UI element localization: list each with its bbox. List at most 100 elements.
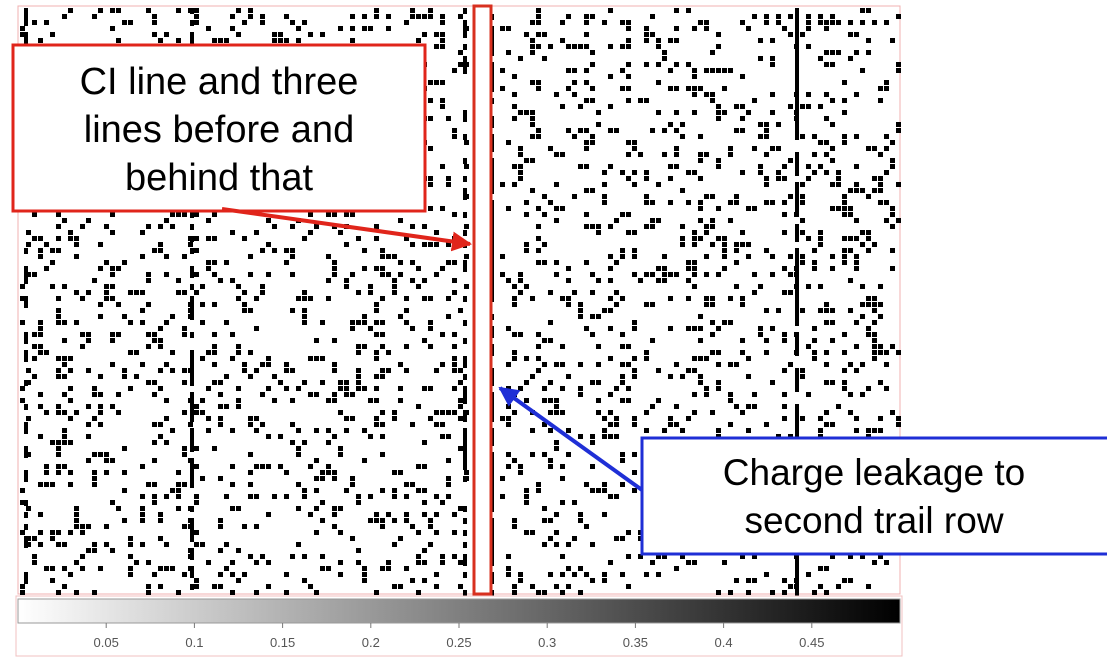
detector-pixel [314,506,319,511]
detector-pixel [386,14,391,19]
detector-pixel [614,260,619,265]
detector-pixel [536,86,541,91]
detector-pixel [800,416,805,421]
detector-pixel [26,368,31,373]
bad-column-segment [795,86,799,92]
detector-pixel [872,350,877,355]
detector-pixel [182,290,187,295]
detector-pixel [338,452,343,457]
detector-pixel [896,68,901,73]
detector-pixel [434,584,439,589]
detector-pixel [530,110,535,115]
detector-pixel [848,392,853,397]
colorbar-tick-label: 0.3 [538,635,556,650]
detector-pixel [410,242,415,247]
detector-pixel [434,368,439,373]
detector-pixel [710,320,715,325]
detector-pixel [236,578,241,583]
detector-pixel [692,170,697,175]
bad-column-segment [795,80,799,86]
detector-pixel [824,380,829,385]
detector-pixel [752,206,757,211]
detector-pixel [554,404,559,409]
detector-pixel [320,356,325,361]
detector-pixel [146,344,151,349]
detector-pixel [314,392,319,397]
detector-pixel [668,68,673,73]
bad-column-segment [24,248,28,254]
detector-pixel [740,350,745,355]
detector-pixel [86,332,91,337]
detector-pixel [704,272,709,277]
detector-pixel [152,440,157,445]
detector-pixel [338,230,343,235]
bad-column-segment [190,38,194,44]
detector-pixel [116,266,121,271]
detector-pixel [686,416,691,421]
detector-pixel [668,326,673,331]
detector-pixel [230,464,235,469]
detector-pixel [590,224,595,229]
detector-pixel [128,542,133,547]
detector-pixel [818,14,823,19]
colorbar: 0.05 0.1 0.15 0.2 0.25 0.3 0.35 0.4 0.45 [15,595,903,657]
detector-pixel [560,386,565,391]
detector-pixel [404,512,409,517]
detector-pixel [194,584,199,589]
detector-pixel [230,26,235,31]
detector-pixel [686,200,691,205]
detector-pixel [542,452,547,457]
detector-pixel [92,278,97,283]
detector-pixel [194,20,199,25]
detector-pixel [764,152,769,157]
detector-pixel [380,254,385,259]
detector-pixel [62,464,67,469]
detector-pixel [344,284,349,289]
charge-leakage-callout-line-1: Charge leakage to [723,452,1025,493]
detector-pixel [98,314,103,319]
detector-pixel [218,404,223,409]
detector-pixel [374,308,379,313]
detector-pixel [566,296,571,301]
detector-pixel [824,62,829,67]
detector-pixel [656,182,661,187]
detector-pixel [80,296,85,301]
detector-pixel [272,374,277,379]
detector-pixel [422,242,427,247]
detector-pixel [530,530,535,535]
detector-pixel [542,506,547,511]
detector-pixel [608,560,613,565]
detector-pixel [518,470,523,475]
bad-column-segment [463,20,467,26]
detector-pixel [656,80,661,85]
detector-pixel [692,392,697,397]
detector-pixel [500,476,505,481]
detector-pixel [584,128,589,133]
detector-pixel [140,290,145,295]
detector-pixel [728,362,733,367]
detector-pixel [806,14,811,19]
detector-pixel [800,374,805,379]
detector-pixel [830,554,835,559]
detector-pixel [86,404,91,409]
detector-pixel [716,116,721,121]
detector-pixel [716,272,721,277]
detector-pixel [776,146,781,151]
detector-pixel [734,242,739,247]
detector-pixel [698,152,703,157]
detector-pixel [290,254,295,259]
detector-pixel [398,584,403,589]
detector-pixel [452,362,457,367]
detector-pixel [824,26,829,31]
detector-pixel [710,194,715,199]
detector-pixel [608,278,613,283]
detector-pixel [620,212,625,217]
detector-pixel [308,212,313,217]
bad-column-segment [795,128,799,134]
detector-pixel [716,236,721,241]
bad-column-segment [795,302,799,308]
detector-pixel [290,422,295,427]
detector-pixel [854,182,859,187]
detector-pixel [458,404,463,409]
detector-pixel [596,380,601,385]
